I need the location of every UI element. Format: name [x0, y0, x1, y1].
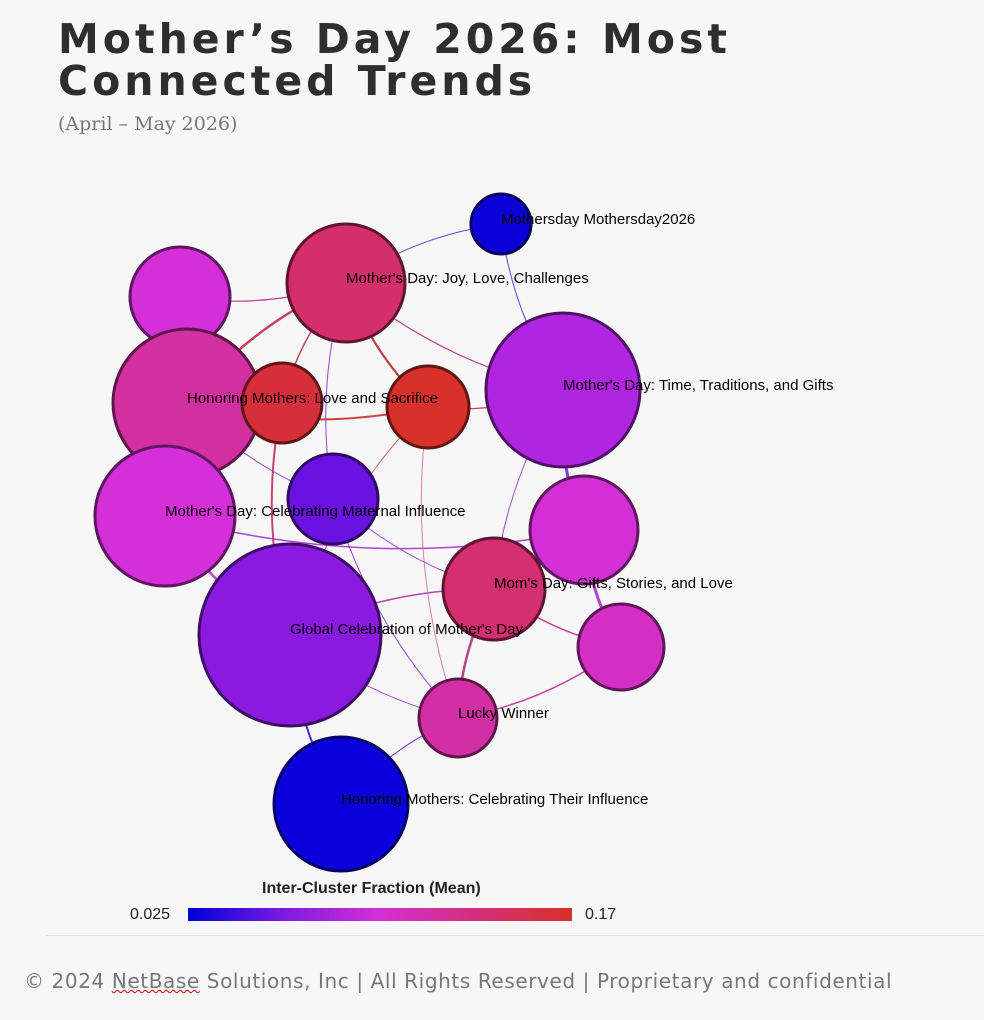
labels-layer: Mothersday Mothersday2026 Mother's Day: J… [165, 211, 833, 808]
footer-brand: NetBase [111, 969, 200, 993]
legend-min-label: 0.025 [130, 906, 171, 923]
nodes-layer [93, 192, 666, 873]
node-n_joy[interactable] [285, 222, 407, 344]
node-n_moms_upper[interactable] [528, 474, 640, 586]
page-title: Mother’s Day 2026: Most Connected Trends [58, 15, 731, 105]
node-label-n_honor_big: Honoring Mothers: Love and Sacrifice [187, 390, 438, 407]
node-n_red_left[interactable] [240, 361, 324, 445]
node-label-n_joy: Mother's Day: Joy, Love, Challenges [346, 270, 589, 287]
node-label-n_top_small: Mothersday Mothersday2026 [501, 211, 695, 228]
footer-prefix: © 2024 [24, 969, 112, 993]
node-n_red_right[interactable] [385, 364, 471, 450]
node-n_influence[interactable] [272, 735, 410, 873]
node-label-n_time: Mother's Day: Time, Traditions, and Gift… [563, 377, 833, 394]
node-label-n_global: Global Celebration of Mother's Day [290, 621, 523, 638]
node-n_time[interactable] [484, 311, 642, 469]
node-label-n_celebrating: Mother's Day: Celebrating Maternal Influ… [165, 503, 466, 520]
node-label-n_moms: Mom's Day: Gifts, Stories, and Love [494, 575, 733, 592]
node-label-n_lucky: Lucky Winner [458, 705, 549, 722]
footer-copyright: © 2024 NetBase Solutions, Inc | All Righ… [24, 969, 892, 993]
node-n_right_small[interactable] [576, 602, 666, 692]
page-subtitle: (April – May 2026) [58, 113, 238, 135]
node-n_celebrating[interactable] [93, 444, 237, 588]
node-label-n_influence: Honoring Mothers: Celebrating Their Infl… [341, 791, 648, 808]
node-n_purple_small[interactable] [286, 452, 380, 546]
network-graph: Mothersday Mothersday2026 Mother's Day: J… [93, 192, 833, 873]
legend-max-label: 0.17 [585, 906, 617, 923]
legend-title: Inter-Cluster Fraction (Mean) [262, 880, 481, 897]
footer-divider [46, 935, 984, 936]
footer-suffix: Solutions, Inc | All Rights Reserved | P… [199, 969, 893, 993]
node-n_lucky[interactable] [417, 677, 499, 759]
legend-color-scale [188, 908, 572, 921]
node-n_moms[interactable] [441, 536, 547, 642]
node-n_global[interactable] [197, 542, 383, 728]
node-n_top_small[interactable] [469, 192, 533, 256]
